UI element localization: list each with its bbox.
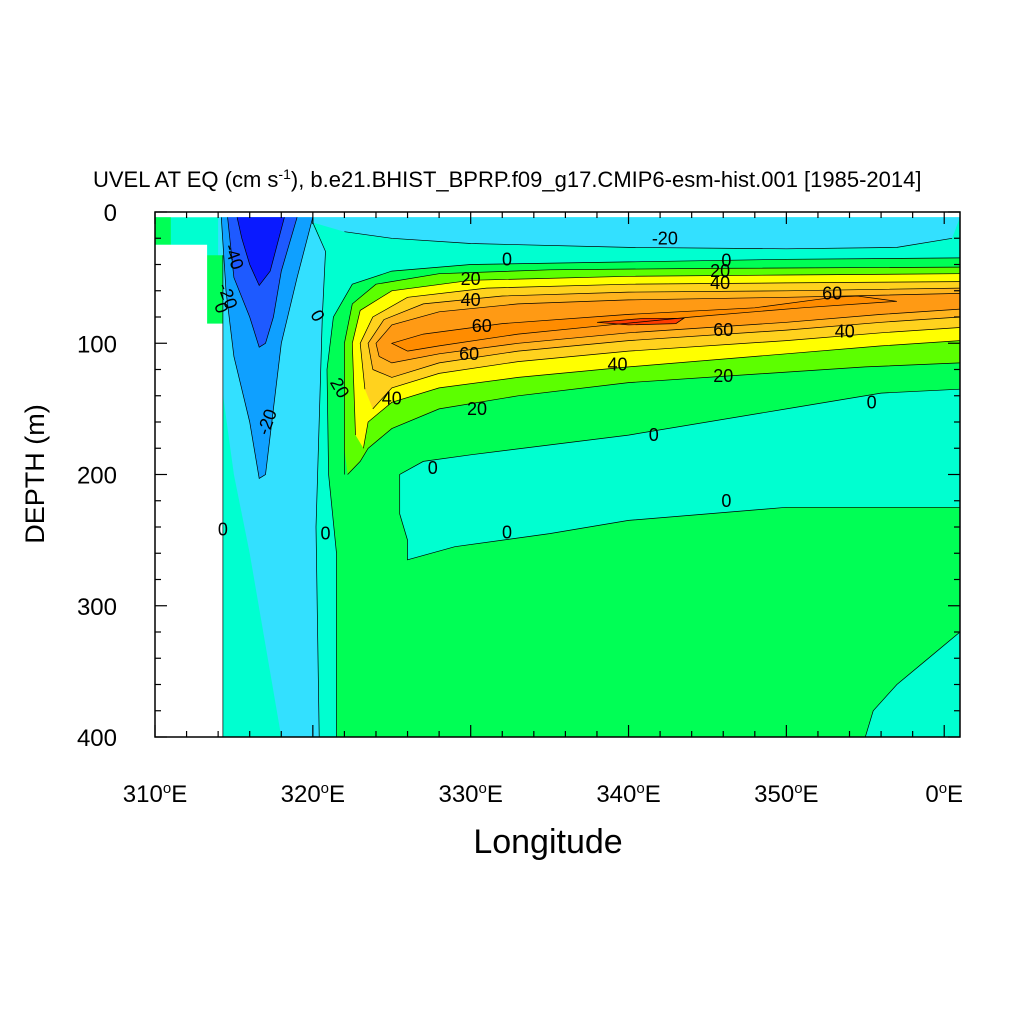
contour-region-0_10 (207, 255, 223, 324)
x-tick-label: 340oE (596, 780, 660, 808)
contour-line--40 (236, 217, 285, 287)
contour-label: 0 (867, 392, 877, 412)
y-tick-label: 400 (77, 725, 117, 752)
contour-label: 20 (467, 399, 487, 419)
contour-label: 0 (502, 249, 512, 269)
missing-data-region (155, 244, 223, 737)
contour-label: 0 (218, 520, 228, 540)
chart-title: UVEL AT EQ (cm s-1), b.e21.BHIST_BPRP.f0… (93, 166, 921, 192)
contour-label: 60 (713, 320, 733, 340)
contour-fills (155, 217, 960, 737)
contour-label: 60 (822, 283, 842, 303)
contour-label: 40 (607, 354, 627, 374)
y-tick-label: 300 (77, 594, 117, 621)
x-tick-label: 330oE (438, 780, 502, 808)
contour-line-0 (864, 631, 960, 737)
contour-line-20 (351, 273, 960, 436)
contour-label: 40 (835, 321, 855, 341)
y-tick-label: 0 (104, 200, 117, 227)
contour-label: 40 (382, 388, 402, 408)
contour-line-70 (596, 317, 685, 326)
y-tick-label: 100 (77, 331, 117, 358)
x-tick-label: 310oE (123, 780, 187, 808)
contour-line-20 (363, 340, 960, 449)
contour-label: 40 (710, 273, 730, 293)
contour-line-10 (344, 266, 960, 475)
contour-label: 60 (472, 316, 492, 336)
contour-region-50_60 (376, 293, 960, 363)
contour-lines (220, 217, 960, 737)
contour-region-0_10 (155, 217, 171, 245)
contour-line--20 (220, 217, 314, 479)
contour-label: 20 (461, 269, 481, 289)
contour-line-0 (326, 257, 960, 737)
contour-label: 20 (713, 366, 733, 386)
contour-label: 60 (459, 344, 479, 364)
contour-line-40 (367, 287, 960, 370)
contour-label: 0 (320, 524, 330, 544)
contour-line--20 (344, 231, 953, 250)
contour-label: 20 (710, 261, 730, 281)
contour-label: 0 (721, 251, 731, 271)
contour-label: 0 (649, 425, 659, 445)
x-tick-label: 320oE (281, 780, 345, 808)
contour-line-50 (375, 293, 960, 357)
contour-label: 0 (502, 522, 512, 542)
axis-ticks (154, 211, 960, 738)
contour-line-0 (312, 222, 326, 737)
x-axis-title: Longitude (473, 823, 622, 861)
contour-label: 40 (461, 290, 481, 310)
contour-line-40 (372, 316, 960, 378)
y-tick-label: 200 (77, 463, 117, 490)
contour-line-30 (372, 327, 960, 410)
contour-label: 0 (721, 491, 731, 511)
x-tick-label: 350oE (754, 780, 818, 808)
contour-region-lt_-40 (237, 217, 285, 286)
x-tick-labels: 310oE 320oE 330oE 340oE 350oE 0oE (123, 780, 963, 808)
contour-region-60_70 (391, 296, 897, 352)
missing-data-regions (155, 244, 223, 737)
y-tick-labels: 0 100 200 300 400 (77, 200, 117, 752)
contour-line-30 (359, 281, 960, 390)
contour-label: 0 (428, 458, 438, 478)
contour-line-0 (399, 388, 960, 561)
contour-label: -20 (652, 228, 678, 248)
y-axis-title: DEPTH (m) (20, 404, 50, 543)
contour-line-50 (378, 308, 960, 364)
contour-line-60 (390, 295, 897, 352)
x-tick-label: 0oE (925, 780, 963, 808)
contour-line-10 (347, 362, 960, 475)
contour-line--30 (227, 217, 298, 348)
